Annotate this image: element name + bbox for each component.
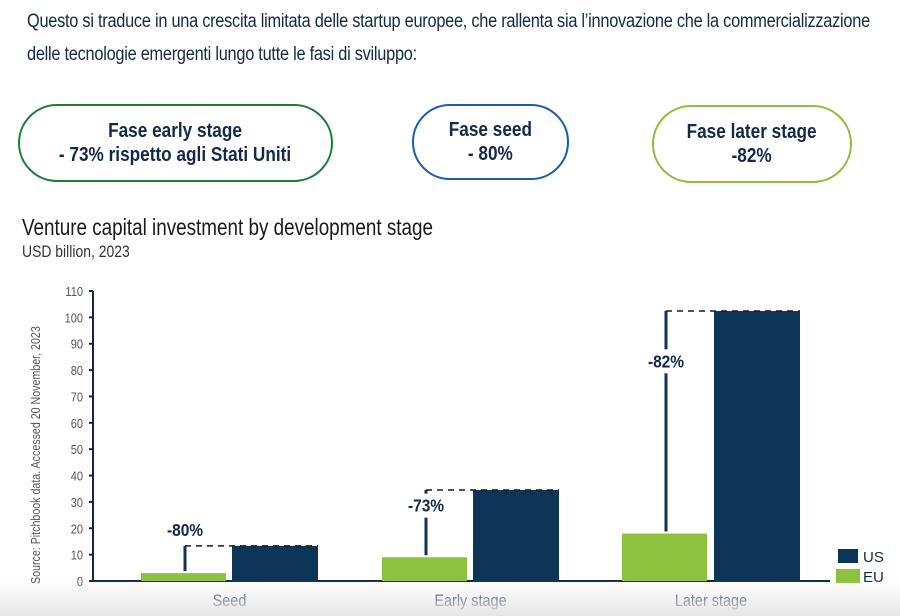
y-tick-label: 60 — [71, 416, 84, 431]
y-tick-label: 20 — [71, 521, 84, 536]
highlight-early-title: Fase early stage — [108, 120, 243, 142]
gap-annotation: -73% — [408, 496, 444, 516]
bar-us — [714, 311, 800, 581]
highlight-early-stage: Fase early stage - 73% rispetto agli Sta… — [18, 104, 333, 182]
legend-swatch-us — [838, 549, 858, 563]
bar-us — [232, 545, 318, 581]
annotation-bg — [642, 349, 690, 374]
annotation-bg — [402, 493, 450, 518]
legend-label-eu: EU — [863, 569, 884, 586]
highlight-seed: Fase seed - 80% — [412, 104, 569, 180]
y-tick-label: 0 — [77, 574, 83, 589]
highlight-later-stage: Fase later stage -82% — [652, 105, 852, 183]
y-tick-label: 110 — [65, 284, 83, 299]
y-tick-label: 80 — [71, 363, 84, 378]
chart-subtitle: USD billion, 2023 — [22, 242, 130, 261]
category-label: Later stage — [675, 592, 747, 610]
category-label: Seed — [213, 592, 247, 610]
bar-eu — [622, 533, 707, 581]
bar-us — [473, 490, 559, 581]
y-tick-label: 70 — [71, 390, 84, 405]
y-tick-label: 50 — [71, 442, 84, 457]
intro-text: Questo si traduce in una crescita limita… — [27, 11, 870, 65]
y-tick-label: 90 — [71, 337, 84, 352]
highlight-later-value: -82% — [731, 145, 773, 167]
y-tick-label: 100 — [65, 311, 84, 326]
bar-eu — [382, 557, 467, 581]
highlight-seed-value: - 80% — [468, 143, 513, 165]
y-tick-label: 40 — [71, 469, 84, 484]
highlight-later-title: Fase later stage — [686, 121, 818, 143]
highlight-early-value: - 73% rispetto agli Stati Uniti — [59, 144, 292, 166]
chart-title: Venture capital investment by developmen… — [22, 214, 433, 240]
gap-annotation: -82% — [648, 351, 684, 371]
gap-annotation: -80% — [167, 520, 203, 540]
y-tick-label: 10 — [71, 548, 84, 563]
bar-eu — [141, 573, 226, 581]
y-tick-label: 30 — [71, 495, 84, 510]
highlight-seed-title: Fase seed — [448, 119, 533, 141]
legend-swatch-eu — [836, 569, 860, 583]
legend-label-us: US — [863, 549, 884, 566]
category-label: Early stage — [434, 592, 506, 610]
